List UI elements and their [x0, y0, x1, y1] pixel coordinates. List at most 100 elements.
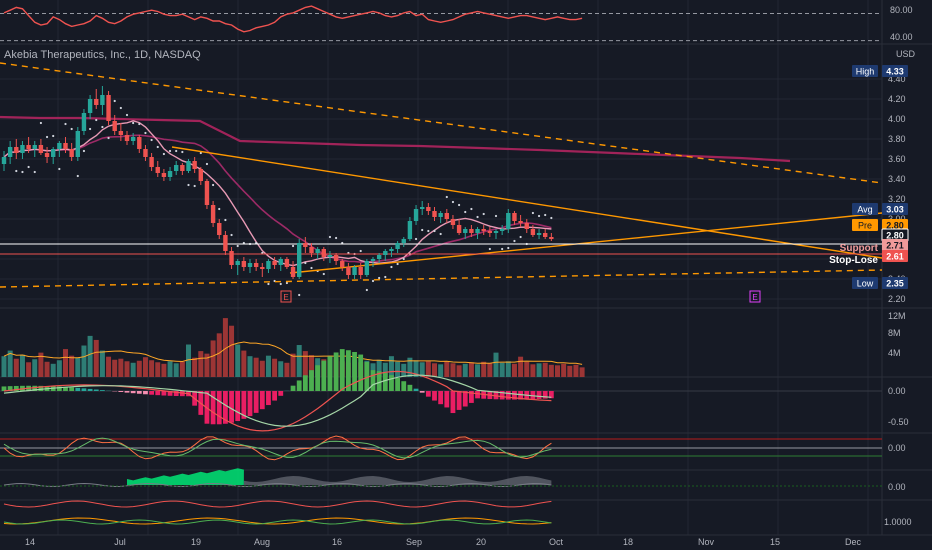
volume-bar	[432, 363, 437, 377]
macd-histogram-bar	[401, 381, 407, 391]
price-label-bg	[882, 250, 908, 262]
price-label-tag-bg	[852, 203, 878, 215]
macd-histogram-bar	[241, 391, 247, 419]
candle-body	[174, 165, 179, 171]
candle-body	[493, 231, 499, 233]
macd-histogram-bar	[389, 375, 394, 391]
candle-body	[284, 259, 290, 267]
volume-bar	[407, 357, 413, 377]
stop-lose-label: Stop-Lose	[829, 255, 878, 266]
trendline-lower-dashed	[0, 269, 883, 288]
support-label: Support	[840, 243, 879, 254]
volume-bar	[456, 365, 462, 377]
price-tick-label: 3.60	[888, 154, 906, 164]
candle-body	[155, 167, 160, 173]
psar-dot	[298, 293, 301, 297]
candle-body	[26, 145, 31, 149]
psar-dot	[27, 165, 30, 169]
macd-histogram-bar	[247, 391, 253, 417]
candle-body	[63, 143, 68, 149]
psar-dot	[58, 167, 61, 171]
time-tick-label: Oct	[549, 537, 564, 547]
psar-dot	[476, 215, 479, 219]
macd-histogram-bar	[235, 391, 241, 422]
macd-histogram-bar	[155, 391, 161, 396]
psar-dot	[433, 229, 436, 233]
volume-bar	[167, 361, 173, 377]
macd-histogram-bar	[425, 391, 431, 397]
macd-histogram-bar	[229, 391, 234, 423]
psar-dot	[107, 136, 110, 140]
time-tick-label: 15	[770, 537, 780, 547]
macd-histogram-bar	[167, 391, 173, 396]
time-tick-label: Aug	[254, 537, 270, 547]
candle-body	[370, 259, 376, 261]
candle-body	[204, 181, 210, 205]
macd-histogram-bar	[87, 388, 93, 391]
price-label-value: 2.61	[886, 252, 904, 262]
price-label-bg	[882, 203, 908, 215]
candle-body	[253, 263, 259, 267]
macd-histogram-bar	[290, 385, 296, 391]
candle-body	[44, 153, 50, 157]
price-tick-label: 4.00	[888, 114, 906, 124]
macd-histogram-bar	[32, 385, 38, 391]
volume-bar	[548, 364, 554, 377]
macd-histogram-bar	[173, 391, 179, 397]
candle-body	[426, 207, 431, 211]
macd-histogram-bar	[413, 388, 419, 391]
candle-body	[530, 229, 536, 235]
earnings-marker-label: E	[752, 293, 757, 302]
candle-body	[420, 207, 425, 209]
volume-tick-label: 12M	[888, 311, 906, 321]
volume-bar	[438, 364, 444, 377]
candle-body	[352, 267, 357, 275]
volume-bar	[573, 364, 579, 377]
psar-dot	[138, 122, 141, 126]
psar-dot	[304, 261, 307, 265]
macd-histogram-bar	[216, 391, 222, 425]
macd-histogram-bar	[419, 391, 425, 393]
psar-dot	[378, 276, 381, 280]
price-label-bg	[882, 277, 908, 289]
candle-body	[327, 255, 333, 257]
macd-histogram-bar	[364, 361, 370, 391]
macd-histogram-bar	[130, 391, 136, 394]
psar-dot	[537, 214, 541, 218]
psar-dot	[396, 262, 399, 266]
candle-body	[463, 229, 468, 233]
volume-bar	[99, 350, 105, 377]
psar-dot	[236, 244, 239, 248]
candle-body	[235, 261, 240, 265]
psar-dot	[64, 122, 67, 126]
volume-bar	[93, 339, 99, 377]
candle-body	[118, 131, 124, 135]
volume-bar	[204, 353, 210, 377]
psar-dot	[119, 106, 122, 110]
volume-bar	[186, 344, 191, 377]
osc2-tick-label: 0.00	[888, 443, 906, 453]
volume-bar	[481, 361, 487, 377]
volume-bar	[32, 359, 38, 377]
macd-histogram-bar	[438, 391, 444, 405]
candle-body	[303, 243, 308, 247]
volume-bar	[475, 364, 481, 377]
volume-bar	[536, 363, 542, 377]
psar-dot	[519, 235, 522, 239]
candle-body	[87, 99, 93, 113]
earnings-marker-box	[280, 290, 292, 303]
psar-dot	[531, 211, 535, 215]
psar-dot	[550, 216, 553, 220]
time-tick-label: 20	[476, 537, 486, 547]
volume-bar	[284, 362, 290, 377]
candle-body	[395, 243, 400, 249]
macd-histogram-bar	[376, 371, 382, 391]
macd-histogram-bar	[462, 391, 468, 407]
candle-body	[192, 161, 197, 169]
volume-bar	[136, 360, 142, 377]
volume-bar	[487, 363, 493, 377]
psar-dot	[45, 135, 49, 139]
trendline-descending	[171, 146, 883, 259]
macd-histogram-bar	[530, 391, 536, 400]
